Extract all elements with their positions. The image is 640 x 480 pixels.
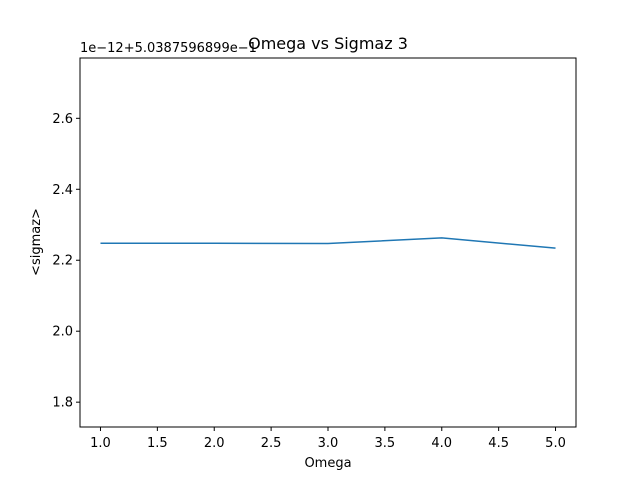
y-tick-label: 2.2: [52, 254, 73, 269]
x-axis-label: Omega: [304, 456, 351, 471]
x-tick-label: 4.5: [488, 436, 509, 451]
plot-area: 1.0 1.5 2.0 2.5 3.0 3.5 4.0 4.5 5.0 1.8 2.0 2.2 2.4…: [52, 57, 577, 451]
y-tick-label: 2.0: [52, 325, 73, 340]
x-tick-label: 4.0: [431, 436, 452, 451]
y-offset-text: 1e−12+5.0387596899e−1: [80, 41, 257, 56]
x-tick-label: 3.0: [318, 436, 339, 451]
x-tick-label: 3.5: [375, 436, 396, 451]
y-tick-label: 1.8: [52, 396, 73, 411]
y-tick-label: 2.6: [52, 112, 73, 127]
y-tick-label: 2.4: [52, 183, 73, 198]
x-tick-label: 5.0: [545, 436, 566, 451]
chart-title: Omega vs Sigmaz 3: [248, 34, 408, 53]
x-axis: 1.0 1.5 2.0 2.5 3.0 3.5 4.0 4.5 5.0: [90, 427, 566, 451]
y-axis: 1.8 2.0 2.2 2.4 2.6: [52, 112, 80, 411]
x-tick-label: 1.0: [90, 436, 111, 451]
series-layer: [100, 237, 556, 249]
x-tick-label: 2.5: [261, 436, 282, 451]
y-axis-label: <sigmaz>: [29, 208, 44, 276]
x-tick-label: 1.5: [147, 436, 168, 451]
series-line-0: [100, 237, 556, 249]
x-tick-label: 2.0: [204, 436, 225, 451]
